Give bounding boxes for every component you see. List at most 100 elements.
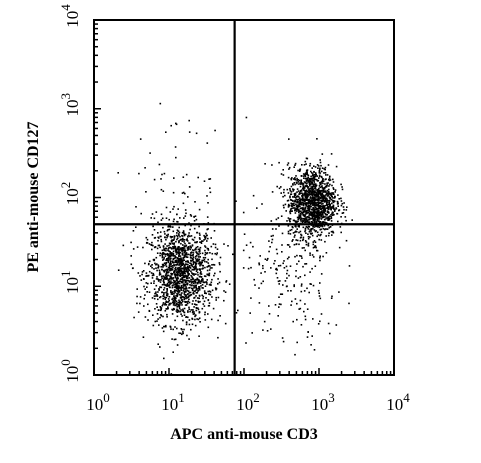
- event-point: [218, 262, 221, 264]
- event-point: [322, 213, 324, 216]
- event-point: [296, 198, 299, 201]
- event-point: [202, 297, 204, 300]
- event-point: [172, 328, 174, 331]
- event-point: [180, 270, 183, 273]
- event-point: [175, 156, 177, 159]
- event-point: [192, 263, 195, 265]
- event-point: [204, 249, 206, 252]
- event-point: [152, 272, 155, 275]
- event-point: [189, 254, 192, 256]
- event-point: [317, 225, 319, 227]
- event-point: [303, 177, 305, 179]
- event-point: [307, 233, 309, 235]
- event-point: [318, 177, 320, 179]
- event-point: [178, 291, 181, 293]
- event-point: [177, 276, 179, 279]
- y-tick-label: 104: [58, 4, 82, 28]
- event-point: [174, 267, 176, 270]
- event-point: [187, 268, 190, 271]
- event-point: [254, 284, 256, 286]
- event-point: [303, 208, 305, 211]
- event-point: [130, 241, 132, 244]
- event-point: [197, 308, 200, 311]
- event-point: [193, 216, 195, 218]
- event-point: [179, 265, 182, 268]
- event-point: [316, 195, 319, 197]
- y-tick-label: 100: [58, 359, 82, 383]
- event-point: [345, 209, 348, 211]
- event-point: [160, 219, 163, 221]
- event-point: [322, 200, 324, 202]
- event-point: [304, 221, 307, 223]
- event-point: [338, 246, 341, 249]
- event-point: [321, 197, 324, 199]
- event-point: [169, 267, 171, 270]
- event-point: [164, 283, 166, 286]
- event-point: [310, 228, 312, 230]
- event-point: [329, 175, 331, 178]
- event-point: [311, 199, 313, 202]
- event-point: [317, 199, 320, 201]
- event-point: [172, 301, 174, 303]
- event-point: [279, 293, 282, 295]
- event-point: [305, 211, 308, 213]
- event-point: [148, 262, 150, 265]
- event-point: [315, 230, 317, 232]
- event-point: [175, 253, 178, 255]
- event-point: [340, 231, 342, 234]
- event-point: [280, 186, 282, 188]
- event-point: [171, 291, 173, 294]
- event-point: [282, 262, 284, 265]
- event-point: [182, 286, 185, 288]
- event-point: [170, 328, 172, 330]
- event-point: [302, 183, 305, 185]
- event-point: [279, 280, 281, 282]
- event-point: [162, 265, 164, 267]
- event-point: [294, 177, 296, 179]
- event-point: [170, 265, 173, 267]
- event-point: [291, 226, 294, 228]
- event-point: [218, 281, 221, 284]
- event-point: [183, 288, 185, 290]
- event-point: [189, 228, 191, 231]
- event-point: [178, 306, 181, 308]
- event-point: [180, 309, 182, 311]
- event-point: [153, 268, 155, 270]
- event-point: [170, 267, 172, 270]
- event-point: [181, 328, 183, 331]
- event-point: [178, 280, 181, 282]
- event-point: [306, 212, 308, 214]
- event-point: [297, 195, 299, 197]
- event-point: [157, 267, 160, 269]
- event-point: [243, 233, 246, 235]
- event-point: [136, 295, 138, 298]
- event-point: [299, 182, 301, 184]
- event-point: [155, 211, 158, 213]
- event-point: [250, 266, 252, 269]
- event-point: [258, 263, 261, 266]
- event-point: [178, 252, 180, 254]
- event-point: [295, 270, 297, 272]
- event-point: [184, 275, 186, 277]
- event-point: [302, 175, 305, 177]
- event-point: [296, 263, 298, 265]
- event-point: [174, 248, 177, 250]
- event-point: [198, 225, 200, 228]
- event-point: [171, 281, 173, 284]
- event-point: [338, 291, 340, 293]
- event-point: [274, 304, 277, 306]
- event-point: [173, 281, 175, 284]
- event-point: [314, 199, 316, 202]
- event-point: [317, 165, 320, 167]
- event-point: [304, 177, 307, 180]
- event-point: [158, 288, 160, 290]
- event-point: [198, 286, 200, 288]
- event-point: [185, 260, 187, 263]
- event-point: [325, 193, 327, 196]
- event-point: [306, 172, 308, 175]
- event-point: [312, 199, 315, 202]
- event-point: [157, 221, 159, 224]
- event-point: [143, 297, 145, 300]
- event-point: [172, 299, 175, 301]
- event-point: [185, 263, 187, 265]
